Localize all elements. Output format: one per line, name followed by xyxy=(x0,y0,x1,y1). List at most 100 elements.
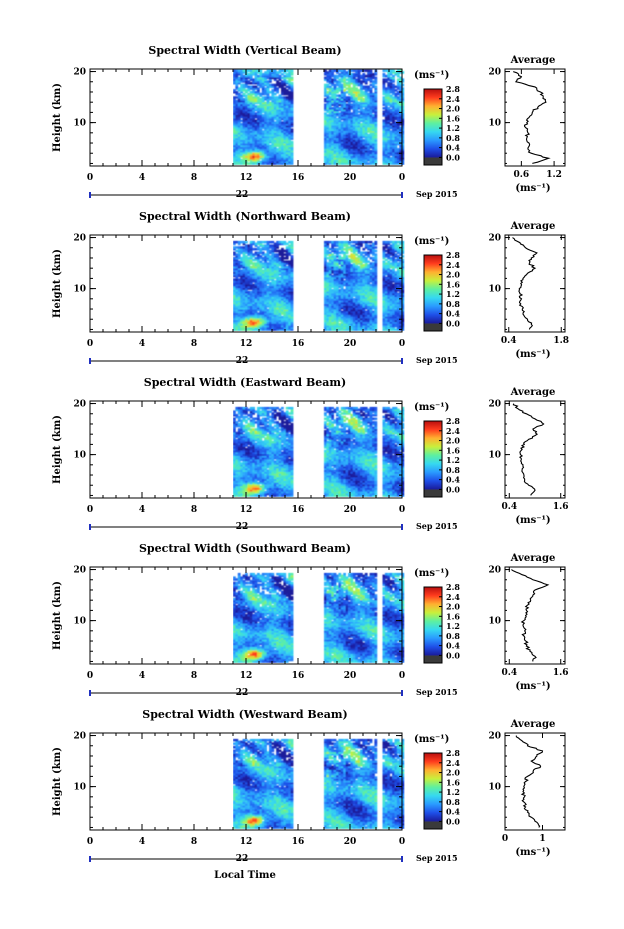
x-tick-label: 0 xyxy=(87,173,93,183)
colorbar-unit: (ms⁻¹) xyxy=(414,734,449,745)
colorbar-frame xyxy=(423,88,443,166)
colorbar: (ms⁻¹) 0.00.40.81.21.62.02.42.8 xyxy=(414,734,460,830)
y-axis-label: Height (km) xyxy=(52,249,63,318)
colorbar-unit: (ms⁻¹) xyxy=(414,568,449,579)
heatmap xyxy=(233,406,405,497)
average-title: Average xyxy=(510,553,556,564)
colorbar-tick-label: 2.4 xyxy=(446,426,460,436)
colorbar-tick-label: 0.0 xyxy=(446,816,460,826)
x-tick-label: 20 xyxy=(344,173,357,183)
colorbar-tick-label: 2.4 xyxy=(446,94,460,104)
colorbar-unit: (ms⁻¹) xyxy=(414,236,449,247)
colorbar-tick-label: 1.6 xyxy=(446,611,460,621)
average-frame xyxy=(504,566,566,665)
x-axis-label: Local Time xyxy=(214,870,276,881)
colorbar-frame xyxy=(423,752,443,830)
average-panel: Average 20 10 0.4 1.8(ms⁻¹) xyxy=(488,221,569,360)
colorbar-tick-label: 0.4 xyxy=(446,641,460,651)
colorbar-tick-label: 1.6 xyxy=(446,113,460,123)
x-tick-label: 8 xyxy=(191,173,197,183)
x-tick-label: 12 xyxy=(240,837,253,847)
y-tick-label: 10 xyxy=(73,451,86,461)
avg-y-tick-label: 10 xyxy=(488,285,501,295)
colorbar-tick-label: 0.4 xyxy=(446,143,460,153)
average-profile-line xyxy=(511,569,550,662)
colorbar-tick-label: 1.6 xyxy=(446,279,460,289)
x-tick-label: 16 xyxy=(292,671,305,681)
y-tick-label: 10 xyxy=(73,617,86,627)
x-tick-label: 16 xyxy=(292,173,305,183)
colorbar-ramp xyxy=(424,587,442,656)
x-tick-label: 12 xyxy=(240,339,253,349)
x-tick-label: 0 xyxy=(399,173,405,183)
colorbar-unit: (ms⁻¹) xyxy=(414,402,449,413)
colorbar: (ms⁻¹) 0.00.40.81.21.62.02.42.8 xyxy=(414,70,460,166)
heatmap xyxy=(233,69,405,165)
avg-y-tick-label: 20 xyxy=(488,400,501,410)
y-axis-label: Height (km) xyxy=(52,83,63,152)
colorbar-tick-label: 1.2 xyxy=(446,621,460,631)
date-label: Sep 2015 xyxy=(416,687,458,697)
avg-x-label: (ms⁻¹) xyxy=(515,681,550,692)
average-panel: Average 20 10 0.4 1.6(ms⁻¹) xyxy=(488,387,568,526)
average-title: Average xyxy=(510,221,556,232)
x-tick-label: 0 xyxy=(87,837,93,847)
average-frame xyxy=(504,732,566,831)
x-tick-label: 8 xyxy=(191,671,197,681)
x-tick-label: 4 xyxy=(139,505,145,515)
average-frame xyxy=(504,400,566,499)
colorbar-tick-label: 0.0 xyxy=(446,484,460,494)
avg-x-tick-label: 1.6 xyxy=(553,668,569,678)
colorbar-ramp xyxy=(424,255,442,324)
colorbar-tick-label: 2.8 xyxy=(446,582,460,592)
x-tick-label: 4 xyxy=(139,671,145,681)
day-label: 22 xyxy=(236,190,249,200)
avg-x-label: (ms⁻¹) xyxy=(515,349,550,360)
colorbar-tick-label: 0.8 xyxy=(446,631,460,641)
date-label: Sep 2015 xyxy=(416,189,458,199)
average-title: Average xyxy=(510,719,556,730)
avg-x-label: (ms⁻¹) xyxy=(515,515,550,526)
avg-x-tick-label: 1 xyxy=(539,834,545,844)
colorbar-frame xyxy=(423,586,443,664)
x-tick-label: 20 xyxy=(344,339,357,349)
colorbar-tick-label: 2.8 xyxy=(446,416,460,426)
colorbar-ramp xyxy=(424,89,442,158)
panel-title: Spectral Width (Northward Beam) xyxy=(139,210,351,223)
colorbar: (ms⁻¹) 0.00.40.81.21.62.02.42.8 xyxy=(414,568,460,664)
y-tick-label: 10 xyxy=(73,285,86,295)
average-profile-line xyxy=(513,71,551,164)
heatmap xyxy=(233,572,405,663)
panel-title: Spectral Width (Westward Beam) xyxy=(142,708,347,721)
x-tick-label: 4 xyxy=(139,339,145,349)
avg-y-tick-label: 10 xyxy=(488,783,501,793)
colorbar-tick-label: 2.0 xyxy=(446,104,460,114)
panel-3: Spectral Width (Eastward Beam) Height (km… xyxy=(52,376,569,532)
average-frame xyxy=(504,68,566,167)
y-tick-label: 20 xyxy=(73,732,86,742)
y-tick-label: 10 xyxy=(73,783,86,793)
colorbar-tick-label: 2.4 xyxy=(446,758,460,768)
colorbar-tick-label: 1.2 xyxy=(446,787,460,797)
y-tick-label: 20 xyxy=(73,68,86,78)
colorbar-ramp xyxy=(424,753,442,822)
avg-x-label: (ms⁻¹) xyxy=(515,847,550,858)
colorbar-tick-label: 2.0 xyxy=(446,270,460,280)
y-axis-label: Height (km) xyxy=(52,581,63,650)
colorbar-tick-label: 2.4 xyxy=(446,592,460,602)
date-label: Sep 2015 xyxy=(416,853,458,863)
panel-title: Spectral Width (Eastward Beam) xyxy=(144,376,346,389)
colorbar-tick-label: 0.4 xyxy=(446,309,460,319)
x-tick-label: 0 xyxy=(87,505,93,515)
avg-x-tick-label: 1.8 xyxy=(553,336,569,346)
colorbar-tick-label: 0.4 xyxy=(446,807,460,817)
average-panel: Average 20 10 0.4 1.6(ms⁻¹) xyxy=(488,553,568,692)
colorbar-tick-label: 0.0 xyxy=(446,650,460,660)
avg-x-tick-label: 1.6 xyxy=(553,502,569,512)
x-tick-label: 16 xyxy=(292,505,305,515)
y-axis-label: Height (km) xyxy=(52,747,63,816)
colorbar-tick-label: 2.4 xyxy=(446,260,460,270)
avg-x-tick-label: 0 xyxy=(502,834,508,844)
avg-x-tick-label: 1.2 xyxy=(546,170,562,180)
average-title: Average xyxy=(510,55,556,66)
